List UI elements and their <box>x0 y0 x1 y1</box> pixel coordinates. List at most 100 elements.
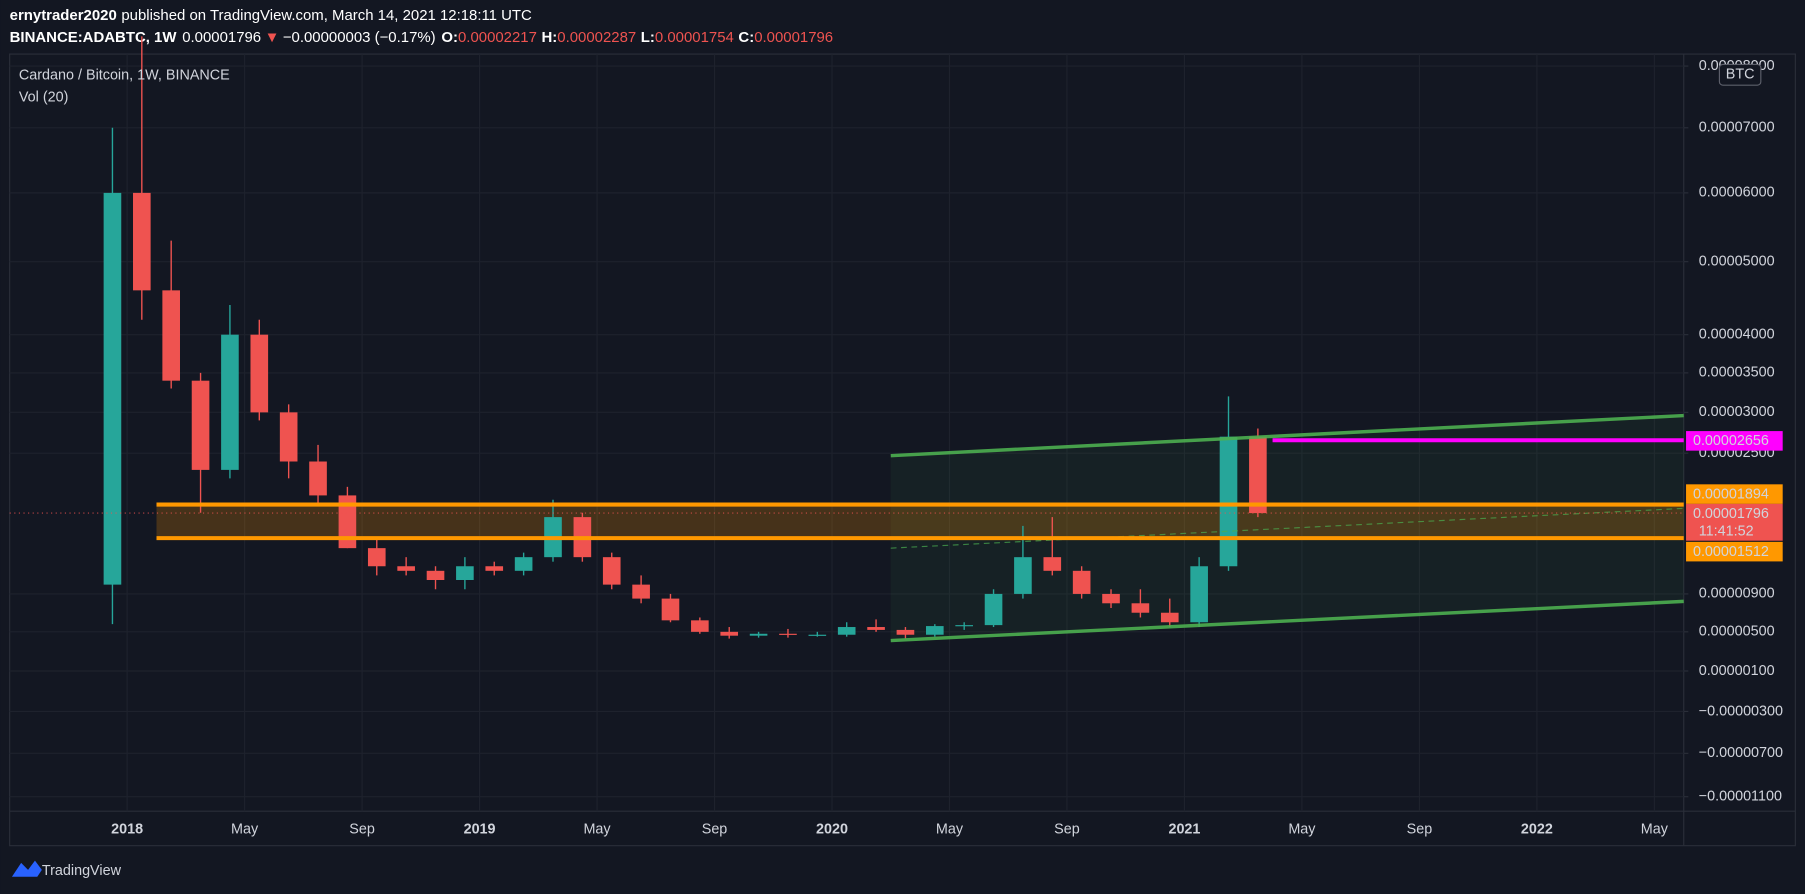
x-tick-label: 2018 <box>111 821 143 837</box>
candle-body <box>808 634 827 636</box>
x-tick-label: 2019 <box>464 821 496 837</box>
candle-body <box>1160 612 1179 623</box>
trendline <box>890 413 1684 458</box>
change: −0.00000003 (−0.17%) <box>283 29 436 46</box>
candle-body <box>896 629 915 635</box>
ohlc-label: H: <box>542 29 558 46</box>
currency-badge: BTC <box>1726 67 1755 83</box>
candle-body <box>1190 566 1208 623</box>
zone-fill <box>156 504 1684 539</box>
indicator-label: Vol (20) <box>19 90 69 106</box>
y-tick-label: 0.00004000 <box>1699 326 1775 342</box>
candle-body <box>309 461 327 496</box>
x-tick-label: Sep <box>702 821 728 837</box>
logo <box>11 860 42 877</box>
candle-body <box>1131 603 1150 613</box>
countdown: 11:41:52 <box>1699 523 1754 539</box>
level-label: 0.00002656 <box>1693 433 1769 449</box>
published: published on TradingView.com, March 14, … <box>121 7 532 24</box>
candle-body <box>250 334 269 413</box>
chart-title: Cardano / Bitcoin, 1W, BINANCE <box>19 68 230 84</box>
x-tick-label: May <box>1641 821 1669 837</box>
candle-body <box>837 627 856 635</box>
level-label-bg <box>1686 541 1783 562</box>
axes: 0.000080000.000070000.000060000.00005000… <box>111 58 1783 838</box>
candle-body <box>279 412 298 462</box>
level-label: 0.00001512 <box>1693 544 1769 560</box>
y-tick-label: 0.00003000 <box>1699 404 1775 420</box>
x-tick-label: 2022 <box>1521 821 1553 837</box>
candle-body <box>779 633 797 635</box>
y-tick-label: 0.00000500 <box>1699 624 1775 640</box>
candle-body <box>661 598 680 621</box>
candle-body <box>925 626 944 635</box>
candle-body <box>133 192 151 291</box>
last-price-label: 0.00001796 <box>1693 506 1769 522</box>
grid <box>9 54 1684 812</box>
level-label: 0.00001894 <box>1693 486 1769 502</box>
x-tick-label: 2021 <box>1168 821 1200 837</box>
chart-frame <box>9 53 1796 847</box>
y-tick-label: 0.00000100 <box>1699 663 1775 679</box>
candle-body <box>338 495 357 549</box>
y-tick-label: −0.00001100 <box>1699 789 1782 805</box>
candle-body <box>720 631 739 636</box>
y-tick-label: 0.00003500 <box>1699 365 1775 381</box>
currency-badge-bg <box>1718 63 1762 86</box>
y-tick-label: 0.00005000 <box>1699 253 1775 269</box>
ohlc-value: 0.00001796 <box>754 29 833 46</box>
level-label-bg <box>1686 431 1783 451</box>
last-price: 0.00001796 <box>182 29 261 46</box>
author: ernytrader2020 <box>10 7 117 24</box>
candle-body <box>632 584 650 599</box>
candle-body <box>103 192 122 585</box>
y-tick-label: 0.00000900 <box>1699 586 1775 602</box>
candle-body <box>867 627 885 630</box>
candle-body <box>397 566 415 571</box>
x-tick-label: 2020 <box>816 821 848 837</box>
candle-body <box>367 548 386 567</box>
candle-body <box>221 334 239 470</box>
plot <box>9 36 1684 643</box>
candle-body <box>162 290 180 381</box>
candle-body <box>984 593 1003 626</box>
x-tick-label: Sep <box>1407 821 1433 837</box>
candle-body <box>1014 557 1032 594</box>
ohlc-value: 0.00002287 <box>557 29 636 46</box>
candle-body <box>1072 570 1091 594</box>
y-tick-label: 0.00006000 <box>1699 185 1775 201</box>
y-tick-label: 0.00007000 <box>1699 120 1775 136</box>
candle-body <box>1043 557 1062 571</box>
candle-body <box>426 570 445 581</box>
trendline <box>890 507 1684 549</box>
ohlc-label: O: <box>441 29 458 46</box>
candle-body <box>191 380 210 470</box>
x-tick-label: May <box>583 821 611 837</box>
change-arrow: ▼ <box>265 29 280 46</box>
x-tick-label: May <box>936 821 964 837</box>
candle-body <box>1249 436 1267 514</box>
x-tick-label: May <box>1288 821 1316 837</box>
x-tick-label: Sep <box>349 821 375 837</box>
candle-body <box>485 566 504 571</box>
x-tick-label: Sep <box>1054 821 1080 837</box>
y-tick-label: −0.00000300 <box>1699 703 1783 719</box>
trendline <box>890 599 1684 643</box>
candle-body <box>602 557 621 585</box>
symbol-line: BINANCE:ADABTC, 1W 0.00001796 ▼ −0.00000003… <box>10 29 833 46</box>
ohlc-value: 0.00002217 <box>458 29 537 46</box>
candle-body <box>456 566 474 581</box>
ohlc-label: L: <box>641 29 655 46</box>
candle-body <box>1102 593 1120 604</box>
candle-body <box>514 557 533 571</box>
candle-body <box>1219 436 1238 567</box>
x-tick-label: May <box>231 821 259 837</box>
candle-body <box>691 620 709 632</box>
brand: TradingView <box>42 863 122 879</box>
candle-body <box>955 625 973 627</box>
symbol: BINANCE:ADABTC, 1W <box>10 29 178 46</box>
ohlc-value: 0.00001754 <box>655 29 734 46</box>
ohlc-label: C: <box>738 29 754 46</box>
